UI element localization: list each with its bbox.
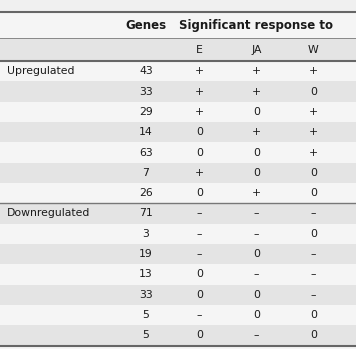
Text: +: + (195, 107, 204, 117)
Text: –: – (253, 229, 259, 239)
Text: +: + (195, 87, 204, 97)
Text: 0: 0 (196, 290, 203, 300)
Text: 43: 43 (139, 66, 153, 76)
Bar (0, 264, 356, 284)
Text: 0: 0 (310, 188, 317, 198)
Text: 0: 0 (310, 168, 317, 178)
Text: 63: 63 (139, 148, 153, 157)
Text: Downregulated: Downregulated (7, 208, 90, 218)
Text: 0: 0 (196, 269, 203, 280)
Bar (0, 142, 356, 163)
Text: –: – (310, 249, 316, 259)
Text: 5: 5 (142, 310, 150, 320)
Text: 0: 0 (196, 188, 203, 198)
Text: W: W (308, 45, 319, 55)
Text: Genes: Genes (125, 19, 167, 32)
Text: E: E (196, 45, 203, 55)
Text: +: + (252, 87, 261, 97)
Bar (0, 224, 356, 244)
Text: 0: 0 (253, 107, 260, 117)
Text: –: – (310, 269, 316, 280)
Bar (0, 305, 356, 325)
Text: 26: 26 (139, 188, 153, 198)
Text: –: – (197, 310, 202, 320)
Text: +: + (195, 66, 204, 76)
Text: 33: 33 (139, 87, 153, 97)
Text: +: + (309, 127, 318, 137)
Text: 0: 0 (310, 87, 317, 97)
Bar (0, 122, 356, 142)
Text: 0: 0 (253, 290, 260, 300)
Text: 0: 0 (310, 331, 317, 340)
Bar (0, 12, 356, 38)
Bar (0, 102, 356, 122)
Text: –: – (253, 208, 259, 218)
Text: –: – (197, 229, 202, 239)
Text: –: – (310, 290, 316, 300)
Text: 14: 14 (139, 127, 153, 137)
Text: 0: 0 (253, 168, 260, 178)
Text: 0: 0 (196, 148, 203, 157)
Text: Significant response to: Significant response to (179, 19, 333, 32)
Bar (0, 203, 356, 224)
Text: 0: 0 (253, 148, 260, 157)
Bar (0, 183, 356, 203)
Text: +: + (195, 168, 204, 178)
Text: +: + (252, 188, 261, 198)
Text: 29: 29 (139, 107, 153, 117)
Text: 7: 7 (142, 168, 150, 178)
Bar (0, 284, 356, 305)
Bar (0, 163, 356, 183)
Text: –: – (310, 208, 316, 218)
Bar (0, 0, 356, 12)
Text: 0: 0 (196, 127, 203, 137)
Text: 13: 13 (139, 269, 153, 280)
Text: –: – (197, 249, 202, 259)
Text: 3: 3 (142, 229, 150, 239)
Text: –: – (253, 269, 259, 280)
Text: 0: 0 (253, 310, 260, 320)
Text: 0: 0 (310, 229, 317, 239)
Bar (0, 38, 356, 61)
Text: 71: 71 (139, 208, 153, 218)
Bar (0, 244, 356, 264)
Text: –: – (253, 331, 259, 340)
Text: 0: 0 (310, 310, 317, 320)
Text: +: + (309, 107, 318, 117)
Text: +: + (309, 148, 318, 157)
Text: JA: JA (251, 45, 262, 55)
Text: 0: 0 (253, 249, 260, 259)
Bar (0, 325, 356, 346)
Text: 0: 0 (196, 331, 203, 340)
Text: –: – (197, 208, 202, 218)
Text: Upregulated: Upregulated (7, 66, 75, 76)
Bar (0, 61, 356, 81)
Text: 5: 5 (142, 331, 150, 340)
Text: +: + (309, 66, 318, 76)
Text: +: + (252, 66, 261, 76)
Text: 33: 33 (139, 290, 153, 300)
Bar (0, 81, 356, 102)
Text: 19: 19 (139, 249, 153, 259)
Text: +: + (252, 127, 261, 137)
